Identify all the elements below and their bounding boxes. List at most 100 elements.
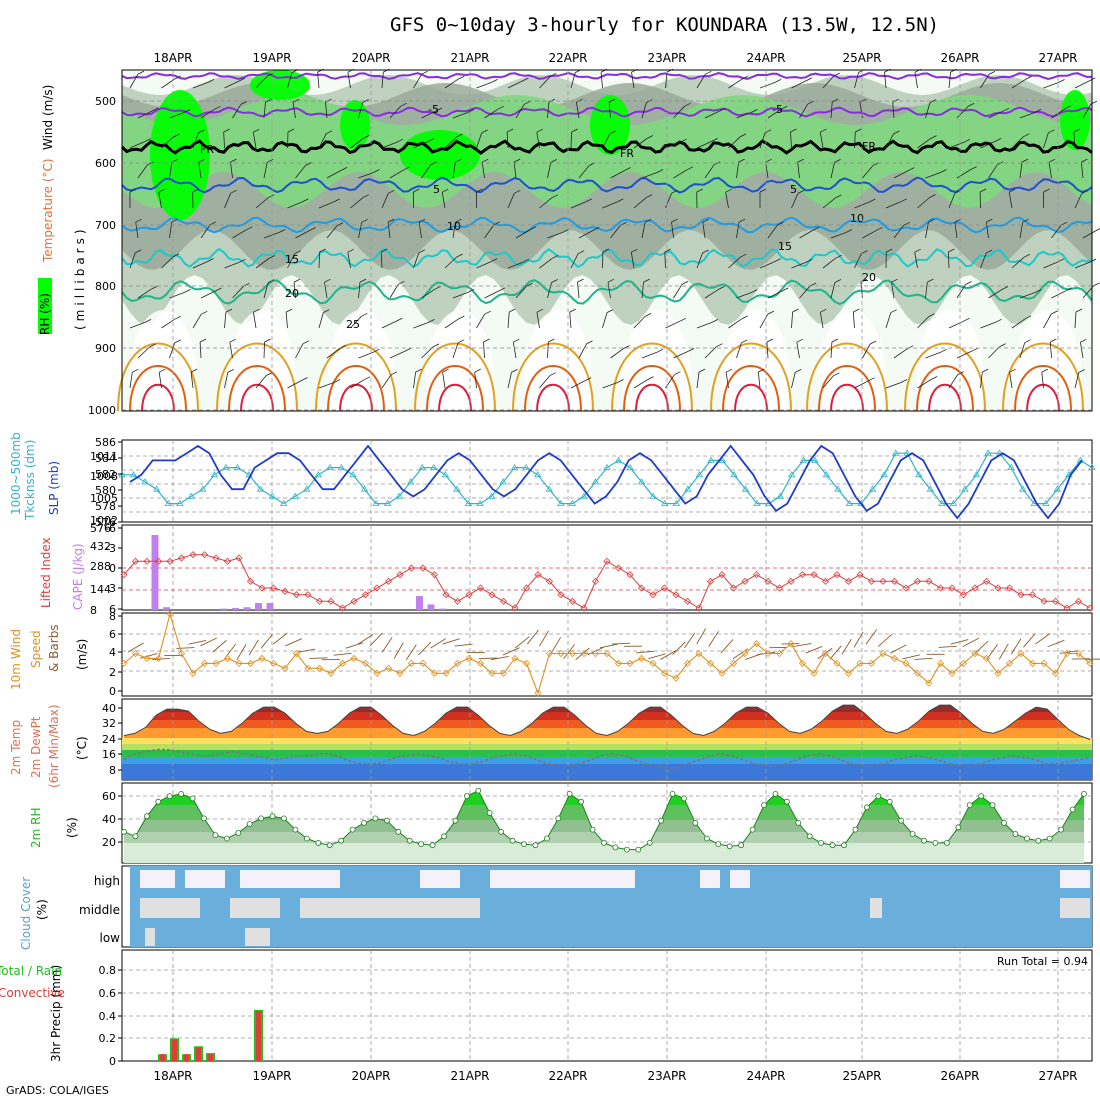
date-label-bottom: 24APR — [746, 1069, 785, 1083]
wind-barb-flag — [209, 221, 217, 226]
rh2m-marker — [658, 817, 664, 824]
wind-barb — [224, 80, 240, 89]
cape-bar — [255, 603, 262, 610]
lifted-index-marker — [453, 597, 462, 605]
wind-speed-marker — [890, 654, 899, 663]
wind-barb — [641, 351, 658, 359]
wind-speed-marker — [442, 669, 450, 677]
tick-label: 578 — [95, 500, 116, 513]
wind-barb-flag — [373, 169, 380, 173]
wind-barb-flag — [609, 130, 617, 135]
rh2m-marker — [726, 843, 733, 850]
surface-wind-barb — [490, 655, 509, 661]
wind-barb-flag — [820, 128, 827, 133]
tick-label: 0 — [109, 685, 116, 698]
wind-barb-flag — [930, 135, 937, 139]
wind-barb — [1043, 261, 1059, 269]
lifted-index-marker — [223, 557, 232, 565]
wind-barb-flag — [253, 128, 260, 133]
surface-wind-barb — [297, 648, 316, 653]
wind-barb-flag — [957, 371, 964, 375]
wind-barb-flag — [1080, 338, 1087, 343]
cloud-cover-label: Cloud Cover — [19, 877, 33, 950]
temp-color-band — [122, 738, 1092, 744]
thickness-marker — [326, 463, 334, 470]
wind-barb — [1011, 79, 1026, 89]
thickness-marker — [661, 499, 669, 506]
wind-barb — [326, 225, 338, 239]
wind-speed-marker — [304, 664, 312, 672]
wind-barb-flag — [1034, 289, 1042, 293]
wind-barb — [893, 170, 909, 179]
wind-barb-flag — [265, 98, 272, 103]
wind-barb — [129, 372, 133, 389]
wind-barb — [481, 162, 485, 179]
lifted-index-marker — [752, 571, 761, 579]
wind-barb-flag — [781, 105, 788, 110]
thickness-marker — [372, 499, 380, 506]
lifted-index-marker — [269, 584, 278, 592]
surface-wind-barb — [139, 652, 158, 659]
wind-barb — [287, 380, 302, 389]
rh2m-marker — [1081, 791, 1087, 797]
wind-barb — [232, 229, 247, 239]
wind-barb-flag — [373, 348, 380, 353]
precip-conv-label: Convective — [0, 986, 65, 1000]
thickness-marker — [476, 499, 484, 506]
lifted-index-marker — [1017, 591, 1025, 599]
wind-barb-flag — [684, 102, 691, 107]
wind-barb-flag — [646, 135, 654, 139]
wind-barb-flag — [361, 218, 368, 223]
wind-barb-flag — [442, 188, 449, 193]
surface-wind-barb — [902, 654, 921, 660]
wind-barb — [324, 282, 328, 299]
wind-barb-flag — [265, 372, 273, 376]
wind-barb-flag — [797, 158, 804, 163]
wind-barb-flag — [239, 258, 246, 263]
contour-label: -5 — [772, 103, 783, 116]
wind-barb-flag — [293, 278, 301, 283]
wind-barb — [704, 289, 719, 299]
wind-barb-flag — [526, 282, 533, 287]
wind-barb — [413, 252, 420, 269]
dry-plume — [722, 310, 790, 450]
wind-barb-flag — [305, 162, 312, 166]
wind-barb-flag — [680, 138, 687, 143]
wind-barb — [988, 289, 1003, 299]
cloud-cover-panel: high middle low — [79, 865, 1093, 948]
wind-barb — [577, 282, 580, 299]
wind-barb-flag — [886, 248, 893, 253]
rh2m-marker — [669, 791, 676, 797]
surface-wind-panel: 8 6 4 2 0 — [109, 610, 1100, 698]
contour-label: FR — [200, 143, 214, 156]
rh2m-marker — [681, 795, 687, 802]
wind-barb — [948, 251, 950, 269]
thickness-marker — [534, 471, 542, 478]
lifted-index-marker — [1005, 584, 1014, 592]
temp-color-band — [122, 757, 1092, 764]
wind-barb — [506, 131, 509, 149]
wind-barb — [664, 251, 666, 269]
wind-barb — [830, 101, 833, 119]
rh2m-marker — [772, 791, 779, 797]
wind-barb-flag — [137, 70, 145, 75]
rh2m-marker — [601, 840, 607, 846]
wind-barb — [444, 256, 457, 269]
wind-barb-flag — [491, 79, 498, 83]
wind-barb — [137, 288, 152, 299]
thickness-marker — [557, 499, 565, 506]
wind-barb-flag — [415, 368, 422, 373]
surface-wind-barb — [393, 642, 404, 659]
wind-barb — [292, 102, 296, 119]
wind-barb — [547, 282, 552, 299]
wind-speed-marker — [982, 654, 991, 663]
tick-label: 32 — [102, 717, 116, 730]
wind-barb-flag — [1075, 308, 1083, 313]
wind-barb — [539, 257, 553, 269]
wind-barb-flag — [986, 218, 993, 223]
wind-barb-flag — [483, 338, 490, 343]
tick-label: 2 — [109, 666, 116, 679]
wind-barb-flag — [396, 317, 403, 322]
wind-barb — [358, 172, 374, 179]
wind-barb-flag — [872, 162, 879, 167]
